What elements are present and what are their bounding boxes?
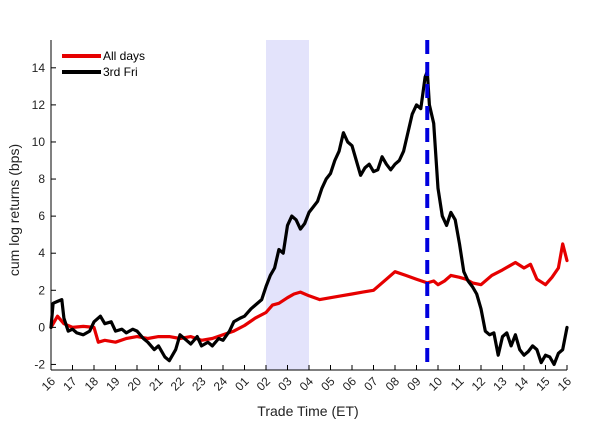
x-tick-label: 15 [533,374,553,394]
x-tick-label: 16 [555,374,575,394]
x-tick-label: 13 [490,374,510,394]
y-tick-labels: -2 0 2 4 6 8 10 12 14 [32,61,46,372]
x-tick-label: 12 [469,374,489,394]
x-tick-label: 01 [232,374,252,394]
legend-label-all-days: All days [103,49,145,63]
legend: All days 3rd Fri [62,49,145,79]
x-tick-labels: 16 17 18 19 20 21 22 23 24 01 02 03 04 05 06 07 08 09 10 11… [39,374,575,394]
x-tick-label: 04 [297,374,317,394]
x-tick-label: 23 [189,374,209,394]
y-tick-label: 6 [38,209,45,223]
y-axis-label: cum log returns (bps) [6,144,22,276]
x-tick-label: 14 [512,374,532,394]
x-tick-label: 20 [125,374,145,394]
series-line-all-days [49,242,569,344]
series-layer [49,69,569,366]
x-tick-label: 11 [448,374,467,393]
x-tick-label: 19 [103,374,123,394]
x-tick-label: 21 [146,374,166,394]
series-line-3rd-fri [49,69,569,366]
x-tick-label: 24 [211,374,231,394]
x-tick-label: 18 [82,374,102,394]
y-tick-label: -2 [34,357,45,371]
legend-label-3rd-fri: 3rd Fri [103,65,138,79]
x-tick-label: 07 [361,374,381,394]
x-tick-label: 02 [254,374,274,394]
y-tick-label: 12 [32,98,46,112]
x-tick-label: 09 [404,374,424,394]
x-axis-label: Trade Time (ET) [257,403,358,419]
y-tick-label: 8 [38,172,45,186]
x-tick-label: 16 [39,374,59,394]
y-tick-label: 2 [38,283,45,297]
x-tick-label: 10 [426,374,446,394]
x-tick-label: 06 [340,374,360,394]
x-tick-label: 22 [168,374,188,394]
x-tick-label: 05 [318,374,338,394]
x-tick-label: 17 [60,374,80,394]
y-tick-label: 10 [32,135,46,149]
shaded-region [266,40,309,370]
axes [50,40,568,371]
x-tick-label: 03 [275,374,295,394]
shaded-window [266,40,309,370]
y-tick-label: 14 [32,61,46,75]
y-tick-label: 0 [38,320,45,334]
y-tick-label: 4 [38,246,45,260]
x-tick-label: 08 [383,374,403,394]
